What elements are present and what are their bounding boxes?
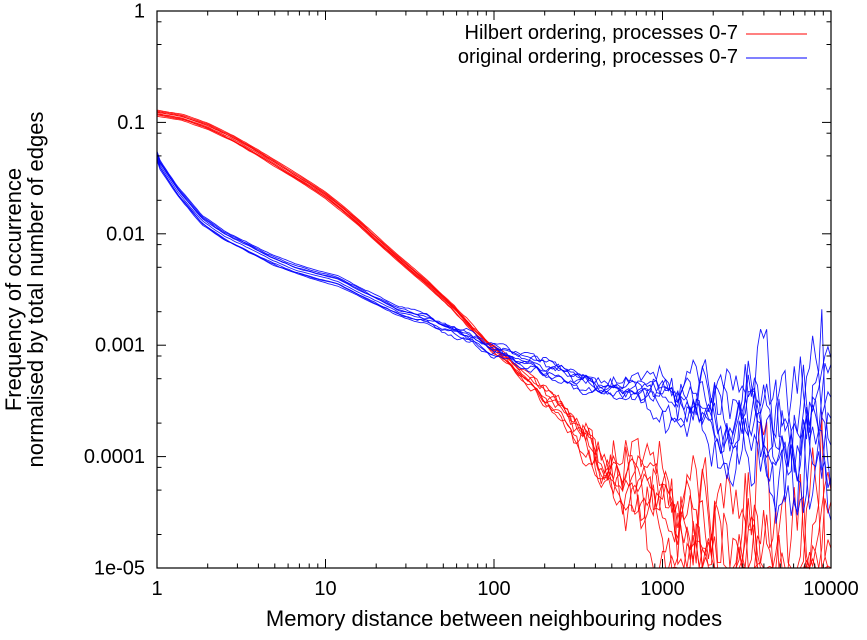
svg-text:100: 100: [477, 578, 510, 600]
svg-text:original ordering, processes 0: original ordering, processes 0-7: [458, 46, 738, 68]
svg-text:Hilbert ordering, processes 0-: Hilbert ordering, processes 0-7: [465, 22, 738, 44]
svg-text:1: 1: [151, 578, 162, 600]
svg-text:Memory distance between neighb: Memory distance between neighbouring nod…: [266, 606, 722, 631]
svg-text:1000: 1000: [640, 578, 685, 600]
svg-text:0.1: 0.1: [117, 112, 145, 134]
svg-text:0.01: 0.01: [106, 223, 145, 245]
svg-text:1: 1: [134, 1, 145, 23]
svg-text:0.0001: 0.0001: [84, 446, 145, 468]
svg-text:10: 10: [314, 578, 336, 600]
svg-text:10000: 10000: [803, 578, 859, 600]
svg-text:0.001: 0.001: [95, 335, 145, 357]
svg-text:1e-05: 1e-05: [94, 558, 145, 580]
svg-text:normalised by total number of: normalised by total number of edges: [23, 112, 48, 468]
